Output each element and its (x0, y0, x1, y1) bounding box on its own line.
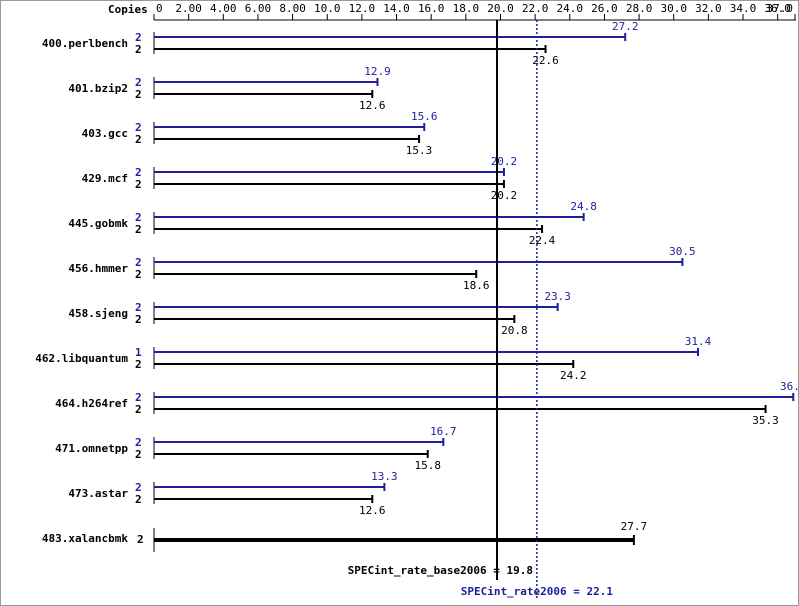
x-tick-label: 0 (156, 2, 163, 15)
axis-title: Copies (108, 3, 148, 16)
x-tick-label: 18.0 (453, 2, 480, 15)
copies-label: 2 (135, 178, 142, 191)
x-tick-label: 22.0 (522, 2, 549, 15)
x-tick-label: 26.0 (591, 2, 618, 15)
value-label: 36.9 (780, 380, 799, 393)
category-label: 400.perlbench (42, 37, 128, 50)
copies-label: 2 (135, 31, 142, 44)
x-tick-label: 37.0 (767, 2, 794, 15)
value-label: 31.4 (685, 335, 712, 348)
copies-label: 2 (135, 358, 142, 371)
copies-label: 2 (135, 448, 142, 461)
value-label: 15.8 (414, 459, 441, 472)
category-label: 401.bzip2 (68, 82, 128, 95)
x-tick-label: 20.0 (487, 2, 514, 15)
value-label: 12.9 (364, 65, 391, 78)
value-label: 20.8 (501, 324, 528, 337)
value-label: 22.4 (529, 234, 556, 247)
x-tick-label: 32.0 (695, 2, 722, 15)
value-label: 15.6 (411, 110, 438, 123)
copies-label: 2 (135, 493, 142, 506)
x-tick-label: 10.0 (314, 2, 341, 15)
x-tick-label: 36.0 (764, 2, 791, 15)
x-tick-label: 34.0 (730, 2, 757, 15)
category-label: 473.astar (68, 487, 128, 500)
category-label: 483.xalancbmk (42, 532, 128, 545)
copies-label: 2 (135, 403, 142, 416)
copies-label: 2 (135, 313, 142, 326)
copies-label: 1 (135, 346, 142, 359)
x-tick-label: 24.0 (557, 2, 584, 15)
copies-label: 2 (135, 223, 142, 236)
x-tick-label: 4.00 (210, 2, 237, 15)
category-label: 458.sjeng (68, 307, 128, 320)
category-label: 471.omnetpp (55, 442, 128, 455)
value-label: 22.6 (532, 54, 559, 67)
x-tick-label: 6.00 (245, 2, 272, 15)
copies-label: 2 (135, 43, 142, 56)
copies-label: 2 (137, 533, 144, 546)
copies-label: 2 (135, 76, 142, 89)
x-tick-label: 8.00 (279, 2, 306, 15)
value-label: 12.6 (359, 504, 386, 517)
x-tick-label: 12.0 (349, 2, 376, 15)
value-label: 13.3 (371, 470, 398, 483)
copies-label: 2 (135, 436, 142, 449)
x-tick-label: 16.0 (418, 2, 445, 15)
x-tick-label: 30.0 (660, 2, 687, 15)
value-label: 23.3 (544, 290, 571, 303)
category-label: 456.hmmer (68, 262, 128, 275)
copies-label: 2 (135, 391, 142, 404)
value-label: 24.8 (570, 200, 597, 213)
copies-label: 2 (135, 88, 142, 101)
value-label: 15.3 (406, 144, 433, 157)
copies-label: 2 (135, 211, 142, 224)
base-metric-label: SPECint_rate_base2006 = 19.8 (348, 564, 533, 577)
copies-label: 2 (135, 268, 142, 281)
category-label: 429.mcf (82, 172, 128, 185)
value-label: 18.6 (463, 279, 490, 292)
copies-label: 2 (135, 481, 142, 494)
peak-metric-label: SPECint_rate2006 = 22.1 (461, 585, 614, 598)
value-label: 20.2 (491, 155, 518, 168)
value-label: 30.5 (669, 245, 696, 258)
value-label: 35.3 (752, 414, 779, 427)
copies-label: 2 (135, 166, 142, 179)
value-label: 20.2 (491, 189, 518, 202)
value-label: 27.2 (612, 20, 639, 33)
category-label: 445.gobmk (68, 217, 128, 230)
copies-label: 2 (135, 256, 142, 269)
copies-label: 2 (135, 301, 142, 314)
value-label: 16.7 (430, 425, 457, 438)
value-label: 27.7 (621, 520, 648, 533)
x-tick-label: 2.00 (175, 2, 202, 15)
category-label: 464.h264ref (55, 397, 128, 410)
x-tick-label: 14.0 (383, 2, 410, 15)
value-label: 12.6 (359, 99, 386, 112)
copies-label: 2 (135, 133, 142, 146)
category-label: 403.gcc (82, 127, 128, 140)
value-label: 24.2 (560, 369, 587, 382)
x-tick-label: 28.0 (626, 2, 653, 15)
copies-label: 2 (135, 121, 142, 134)
category-label: 462.libquantum (35, 352, 128, 365)
